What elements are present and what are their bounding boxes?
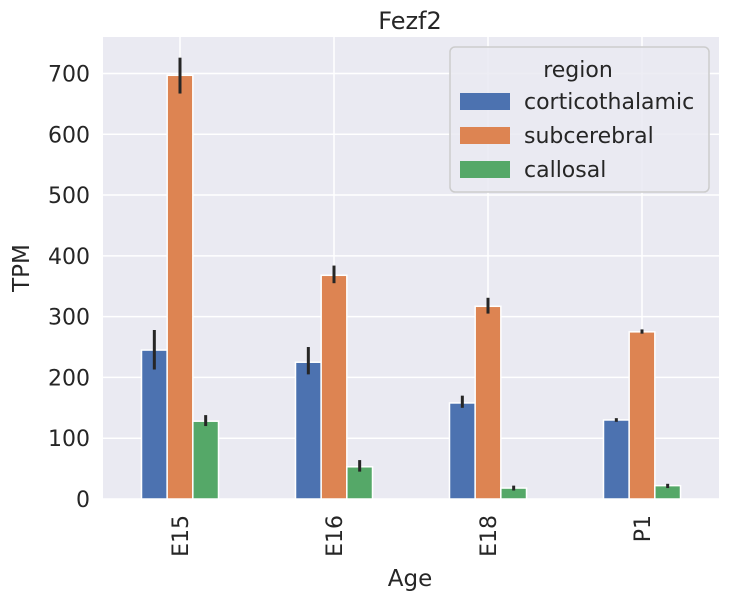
- bar: [166, 74, 194, 500]
- y-tick-label: 600: [48, 123, 90, 148]
- legend-swatch: [460, 93, 510, 110]
- bar: [474, 305, 502, 500]
- bar: [346, 466, 374, 500]
- bar: [192, 420, 220, 500]
- y-tick-label: 500: [48, 184, 90, 209]
- legend-swatch: [460, 161, 510, 178]
- y-tick-label: 200: [48, 366, 90, 391]
- bar: [628, 331, 656, 500]
- legend-label: subcerebral: [524, 124, 654, 149]
- legend-swatch: [460, 127, 510, 144]
- x-tick-labels: E15 E16 E18 P1: [169, 515, 656, 557]
- bar: [602, 419, 630, 500]
- bar: [320, 274, 348, 500]
- legend-box: [449, 46, 710, 193]
- x-tick-label: E16: [323, 515, 348, 557]
- y-tick-label: 100: [48, 427, 90, 452]
- y-tick-label: 400: [48, 245, 90, 270]
- y-tick-label: 700: [48, 62, 90, 87]
- legend-label: corticothalamic: [524, 90, 694, 115]
- chart-title: Fezf2: [378, 7, 442, 35]
- x-tick-label: E18: [477, 515, 502, 557]
- legend: region corticothalamic subcerebral callosa…: [449, 46, 710, 193]
- bar: [448, 402, 476, 500]
- x-axis-label: Age: [388, 566, 432, 592]
- legend-label: callosal: [524, 158, 606, 183]
- bars: [140, 74, 682, 500]
- bar: [140, 349, 168, 500]
- y-axis-label: TPM: [9, 244, 35, 293]
- x-tick-label: E15: [169, 515, 194, 557]
- legend-title: region: [543, 58, 613, 83]
- x-tick-label: P1: [631, 515, 656, 542]
- error-bars: [152, 57, 670, 491]
- y-tick-labels: 0 100 200 300 400 500 600 700: [48, 62, 90, 513]
- y-tick-label: 300: [48, 306, 90, 331]
- y-tick-label: 0: [76, 488, 90, 513]
- bar: [294, 361, 322, 500]
